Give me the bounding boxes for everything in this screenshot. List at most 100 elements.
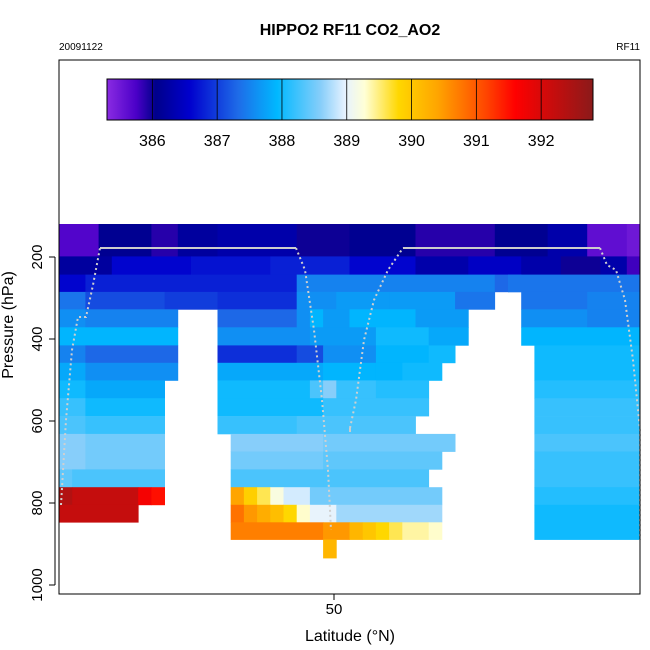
heatmap-cell <box>270 487 284 506</box>
heatmap-cell <box>296 345 324 364</box>
heatmap-cell <box>494 274 509 293</box>
heatmap-cell <box>323 362 377 381</box>
heatmap-cell <box>59 224 99 257</box>
heatmap-cell <box>521 327 641 346</box>
heatmap-cell <box>428 345 456 364</box>
x-axis-label: Latitude (°N) <box>305 628 395 645</box>
heatmap-cell <box>217 345 298 364</box>
heatmap-cell <box>534 416 641 435</box>
heatmap-cell <box>296 291 337 310</box>
heatmap-cell <box>349 256 416 275</box>
heatmap-cell <box>508 274 641 293</box>
colorbar-tick-label: 391 <box>463 133 490 150</box>
heatmap-cell <box>59 504 139 523</box>
heatmap-cell <box>309 327 377 346</box>
colorbar-tick-label: 390 <box>398 133 425 150</box>
heatmap-cell <box>375 345 430 364</box>
heatmap-cell <box>270 504 284 523</box>
heatmap-cell <box>59 256 113 275</box>
heatmap-cell <box>534 380 641 399</box>
heatmap-cell <box>375 362 403 381</box>
heatmap-cell <box>191 256 271 275</box>
y-tick-label: 200 <box>29 244 46 269</box>
heatmap-cell <box>600 256 628 275</box>
heatmap-cell <box>111 256 192 275</box>
heatmap-cell <box>85 362 179 381</box>
heatmap-cell <box>85 274 192 293</box>
heatmap-cell <box>402 362 443 381</box>
heatmap-cell <box>375 380 430 399</box>
heatmap-cell <box>243 504 258 523</box>
heatmap-cell <box>534 362 641 381</box>
heatmap-cell <box>257 487 271 506</box>
heatmap-cell <box>217 327 311 346</box>
y-tick-label: 400 <box>29 326 46 351</box>
heatmap-cell <box>309 487 443 506</box>
heatmap-cell <box>534 469 641 488</box>
heatmap-cell <box>59 309 86 328</box>
heatmap-cell <box>59 487 73 506</box>
heatmap-cell <box>415 309 469 328</box>
heatmap-cell <box>243 487 258 506</box>
heatmap-cell <box>59 469 73 488</box>
heatmap-cell <box>85 291 165 310</box>
heatmap-cell <box>534 433 641 452</box>
y-axis-label: Pressure (hPa) <box>0 271 17 379</box>
heatmap-cell <box>59 433 86 452</box>
heatmap-cell <box>191 274 297 293</box>
colorbar-tick-label: 386 <box>139 133 166 150</box>
heatmap-cell <box>415 256 469 275</box>
heatmap-cell <box>587 224 628 257</box>
heatmap-cell <box>85 433 165 452</box>
heatmap-cell <box>257 504 271 523</box>
heatmap-cell <box>534 451 641 470</box>
heatmap-cells <box>59 224 641 559</box>
heatmap-cell <box>521 291 588 310</box>
heatmap-cell <box>217 309 298 328</box>
heatmap-cell <box>177 224 218 257</box>
heatmap-cell <box>336 504 443 523</box>
heatmap-cell <box>309 504 337 523</box>
chart-title: HIPPO2 RF11 CO2_AO2 <box>260 22 441 39</box>
colorbar-tick-label: 388 <box>269 133 296 150</box>
heatmap-cell <box>59 380 86 399</box>
heatmap-cell <box>468 256 522 275</box>
heatmap-cell <box>230 433 324 452</box>
y-tick-label: 1000 <box>29 568 46 601</box>
y-axis: 200 400 600 800 1000 <box>29 244 56 602</box>
heatmap-cell <box>309 380 324 399</box>
heatmap-cell <box>59 327 179 346</box>
heatmap-cell <box>72 487 139 506</box>
heatmap-cell <box>323 451 443 470</box>
heatmap-cell <box>323 380 337 399</box>
plot-frame <box>58 59 641 595</box>
heatmap-cell <box>59 451 86 470</box>
colorbar-ramp <box>107 79 593 120</box>
colorbar: 386 387 388 389 390 391 392 <box>106 78 594 150</box>
heatmap-cell <box>349 522 364 540</box>
heatmap-cell <box>85 398 165 417</box>
heatmap-cell <box>283 504 298 523</box>
heatmap-cell <box>349 309 416 328</box>
heatmap-cell <box>455 291 496 310</box>
heatmap-cell <box>59 398 86 417</box>
heatmap-cell <box>375 327 430 346</box>
colorbar-tick-label: 387 <box>204 133 231 150</box>
heatmap-cell <box>217 398 324 417</box>
heatmap-cell <box>389 522 403 540</box>
colorbar-tick-label: 389 <box>333 133 360 150</box>
heatmap-cell <box>323 309 350 328</box>
heatmap-cell <box>626 224 641 257</box>
heatmap-cell <box>323 345 377 364</box>
heatmap-cell <box>85 309 179 328</box>
heatmap-cell <box>296 504 311 523</box>
heatmap-cell <box>309 309 324 328</box>
heatmap-cell <box>626 256 641 275</box>
heatmap-cell <box>336 291 390 310</box>
heatmap-cell <box>283 487 311 506</box>
heatmap-cell <box>230 451 324 470</box>
heatmap-cell <box>415 224 496 257</box>
heatmap-cell <box>217 291 298 310</box>
heatmap-cell <box>98 224 152 257</box>
